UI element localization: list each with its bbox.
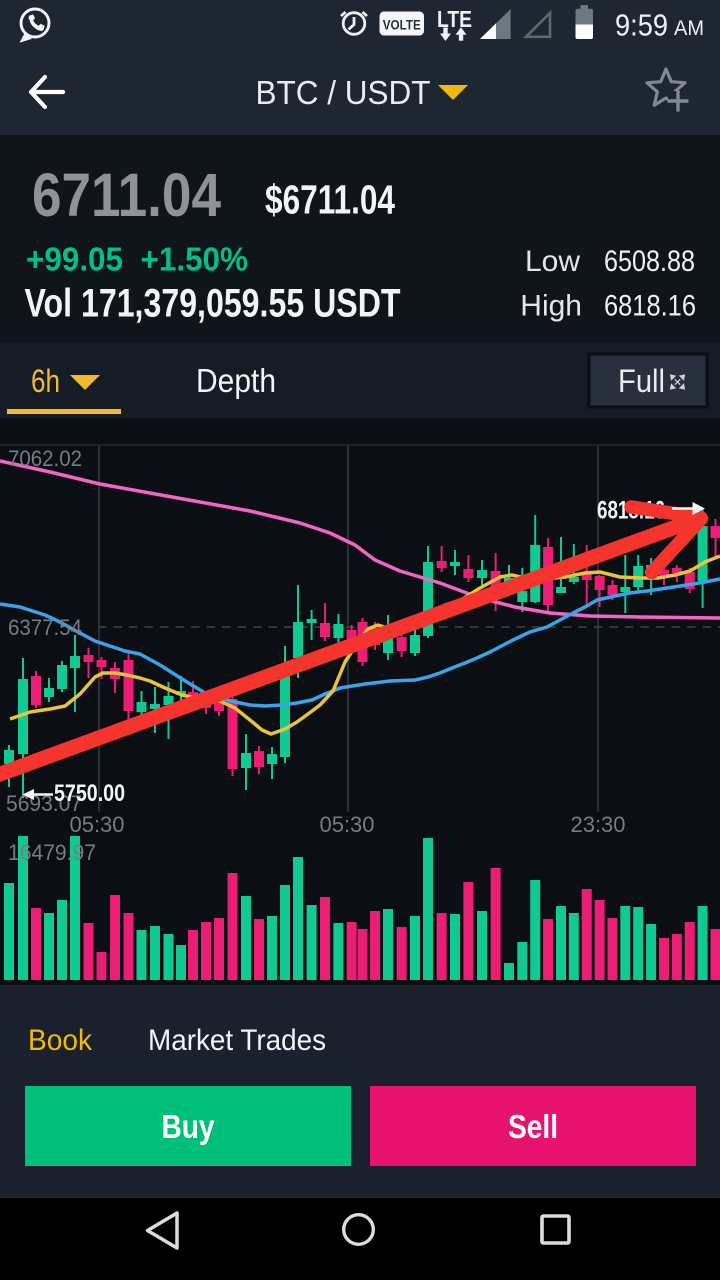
svg-text:23:30: 23:30 — [570, 812, 625, 837]
svg-text:6711.04: 6711.04 — [32, 161, 221, 229]
svg-text:Buy: Buy — [162, 1108, 216, 1145]
svg-text:Depth: Depth — [196, 362, 276, 399]
svg-text:Low: Low — [525, 245, 580, 278]
svg-text:VOLTE: VOLTE — [383, 17, 421, 33]
svg-text:Vol 171,379,059.55 USDT: Vol 171,379,059.55 USDT — [25, 282, 401, 326]
svg-text:05:30: 05:30 — [69, 812, 124, 837]
svg-text:5750.00: 5750.00 — [54, 780, 125, 807]
svg-text:+99.05 +1.50%: +99.05 +1.50% — [26, 241, 248, 278]
svg-text:LTE: LTE — [437, 6, 472, 32]
svg-text:6818.16: 6818.16 — [604, 290, 696, 323]
svg-text:9:59: 9:59 — [615, 8, 668, 43]
svg-text:Full: Full — [618, 363, 665, 399]
svg-text:7062.02: 7062.02 — [8, 446, 82, 471]
svg-text:Sell: Sell — [508, 1108, 558, 1145]
svg-text:16479.97: 16479.97 — [8, 840, 96, 865]
svg-text:6377.54: 6377.54 — [8, 615, 82, 640]
svg-text:05:30: 05:30 — [319, 812, 374, 837]
svg-text:AM: AM — [674, 17, 704, 40]
svg-text:BTC / USDT: BTC / USDT — [256, 74, 431, 111]
svg-text:Market Trades: Market Trades — [148, 1024, 326, 1057]
svg-text:High: High — [520, 290, 582, 323]
svg-text:$6711.04: $6711.04 — [265, 177, 395, 223]
svg-text:6h: 6h — [31, 363, 60, 399]
svg-text:Book: Book — [28, 1024, 93, 1057]
svg-text:6508.88: 6508.88 — [604, 245, 695, 278]
